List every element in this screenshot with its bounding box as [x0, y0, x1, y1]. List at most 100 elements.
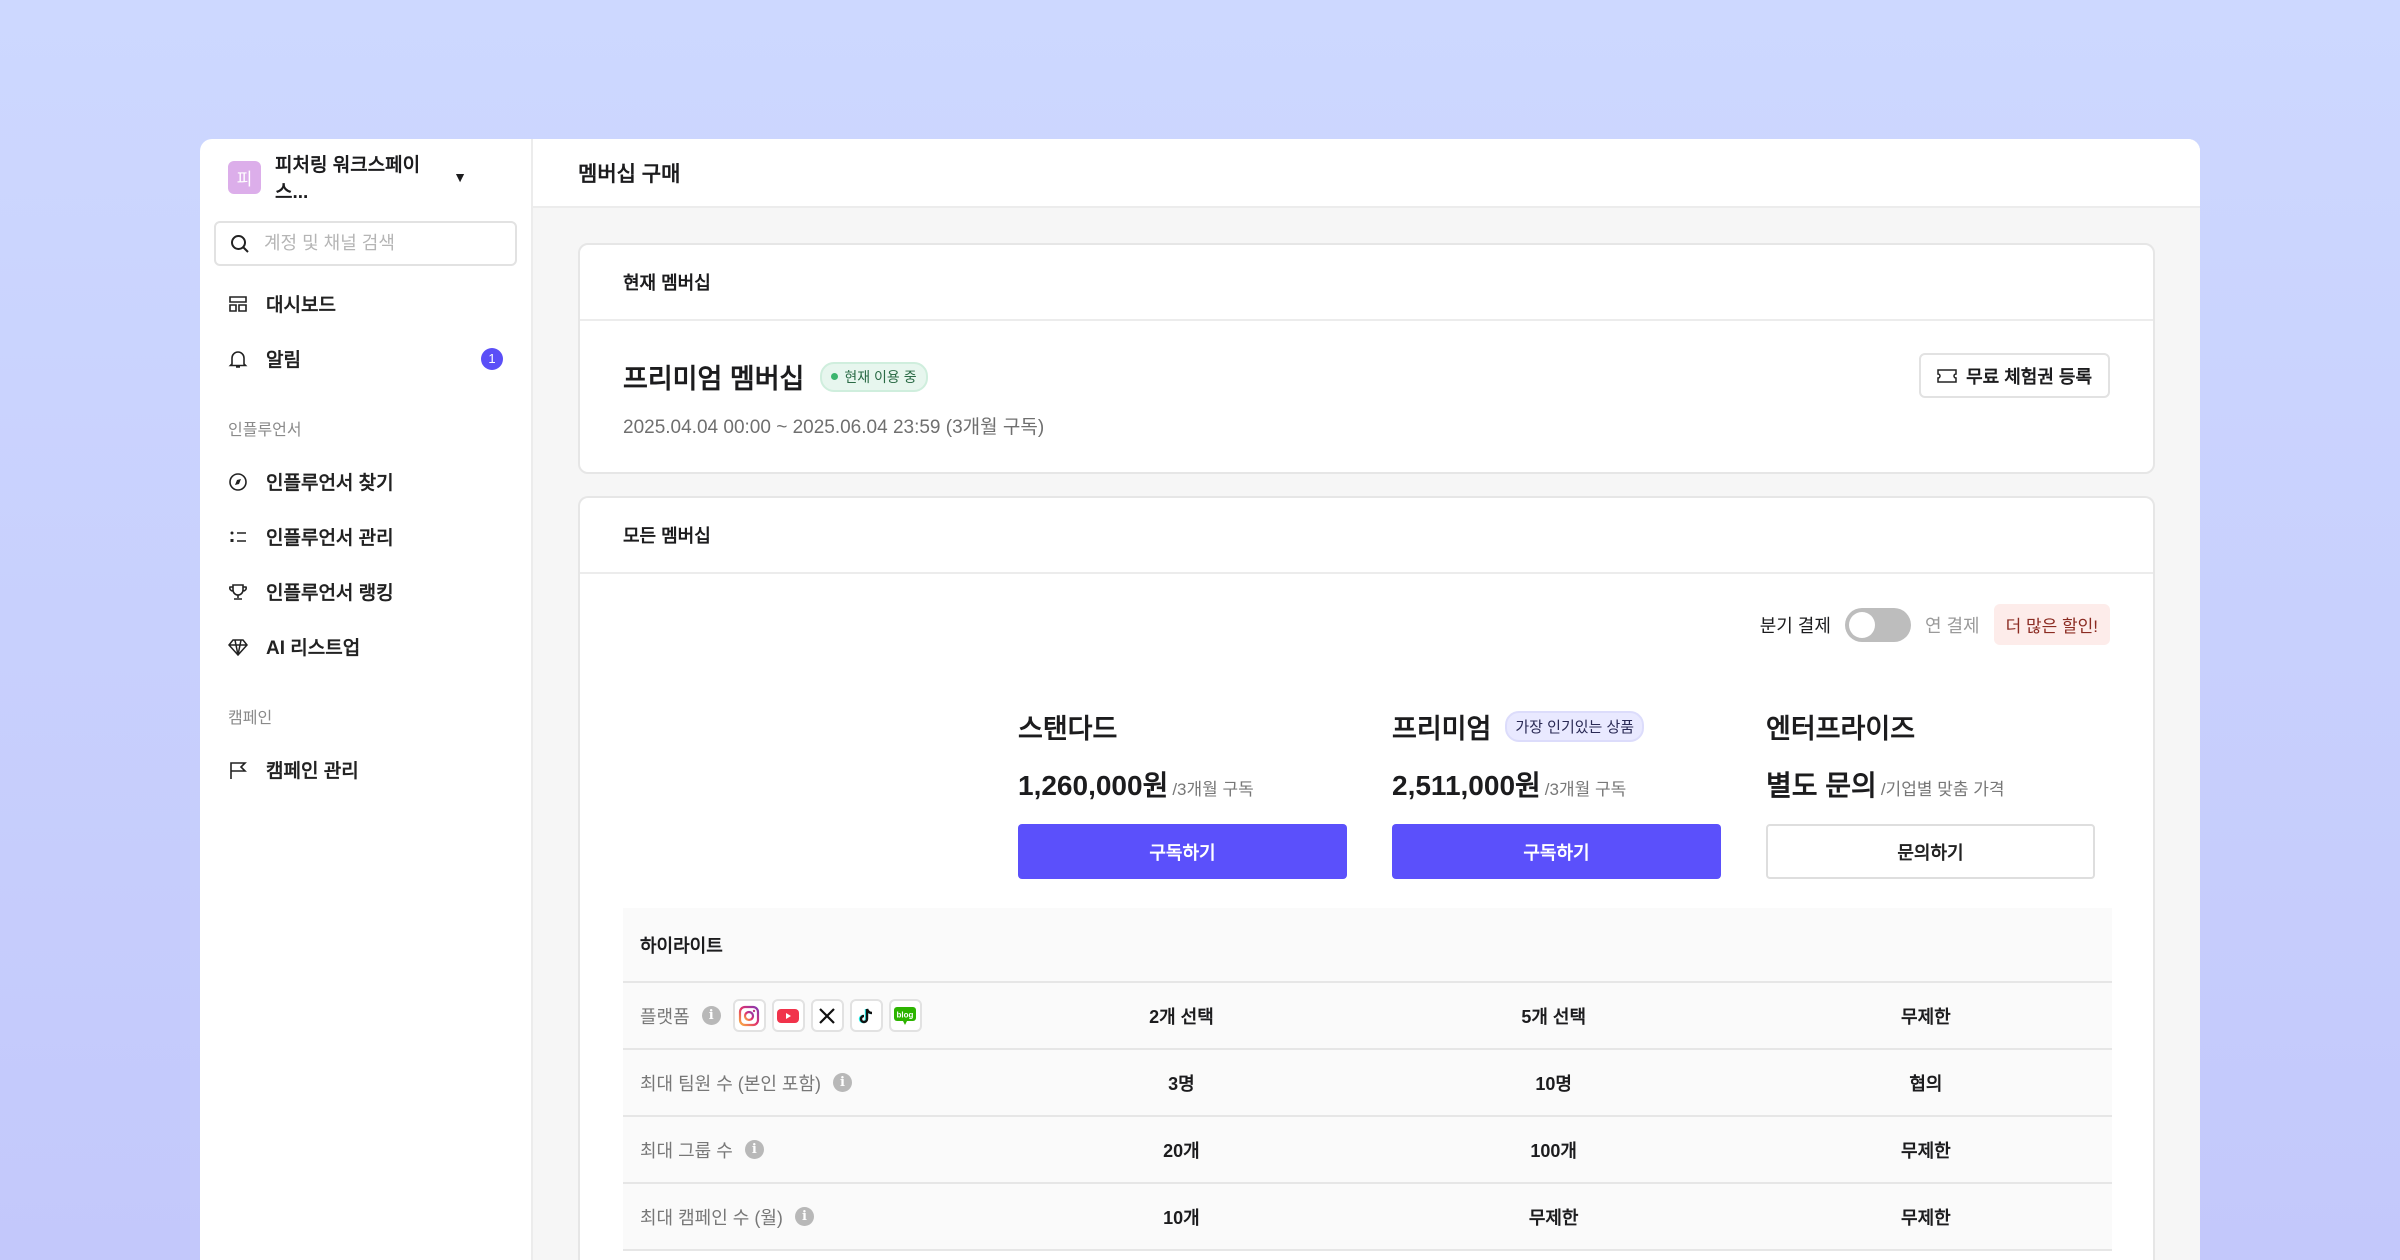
instagram-icon	[732, 999, 766, 1032]
feature-table: 하이라이트 플랫폼 i blog 2개 선택 5개 선택 무제한 최대 팀원 수 …	[623, 908, 2112, 1251]
button-label: 무료 체험권 등록	[1966, 366, 2092, 387]
sidebar-item-label: 인플루언서 찾기	[266, 473, 394, 494]
bell-icon	[228, 350, 248, 368]
dashboard-icon	[229, 295, 247, 312]
flag-icon	[230, 761, 247, 779]
blog-icon: blog	[888, 999, 922, 1032]
cell-enterprise: 무제한	[1901, 1207, 1951, 1228]
table-row: 최대 캠페인 수 (월) i 10개 무제한 무제한	[623, 1184, 2112, 1251]
x-icon	[810, 999, 844, 1032]
plan-price: 1,260,000원	[1018, 770, 1169, 801]
plan-price-unit: /3개월 구독	[1172, 780, 1254, 799]
sidebar-item-label: 인플루언서 랭킹	[266, 583, 394, 604]
cell-standard: 2개 선택	[1149, 1006, 1214, 1027]
cell-enterprise: 무제한	[1901, 1006, 1951, 1027]
current-plan-name: 프리미엄 멤버십	[623, 364, 805, 394]
cell-enterprise: 협의	[1909, 1073, 1943, 1094]
plan-name: 스탠다드	[1018, 713, 1118, 744]
search-box	[214, 221, 517, 266]
list-icon	[230, 531, 246, 542]
row-label: 최대 팀원 수 (본인 포함)	[640, 1073, 822, 1094]
plan-premium: 프리미엄 가장 인기있는 상품 2,511,000원/3개월 구독 구독하기	[1392, 708, 1721, 879]
platform-icons: blog	[732, 999, 922, 1032]
plan-name: 엔터프라이즈	[1766, 713, 1916, 744]
sidebar-item-label: 인플루언서 관리	[266, 528, 394, 549]
cell-standard: 3명	[1168, 1073, 1195, 1094]
sidebar-item-label: 대시보드	[266, 295, 336, 316]
youtube-icon	[771, 999, 805, 1032]
info-icon[interactable]: i	[744, 1140, 764, 1159]
ticket-icon	[1937, 368, 1957, 383]
sidebar-item-dashboard[interactable]: 대시보드	[214, 276, 517, 331]
discount-badge: 더 많은 할인!	[1993, 604, 2110, 645]
section-label-campaign: 캠페인	[228, 710, 273, 727]
cell-premium: 5개 선택	[1521, 1006, 1587, 1027]
table-heading: 하이라이트	[623, 908, 2112, 983]
plan-name: 프리미엄	[1392, 713, 1492, 744]
page-title: 멤버십 구매	[533, 139, 2200, 208]
card-heading: 현재 멤버십	[580, 245, 2153, 321]
subscribe-premium-button[interactable]: 구독하기	[1392, 824, 1721, 879]
contact-enterprise-button[interactable]: 문의하기	[1766, 824, 2095, 879]
svg-text:blog: blog	[897, 1010, 914, 1019]
membership-period: 2025.04.04 00:00 ~ 2025.06.04 23:59 (3개월…	[623, 417, 1045, 438]
plan-price: 2,511,000원	[1392, 770, 1541, 801]
sidebar-item-manage-influencer[interactable]: 인플루언서 관리	[214, 509, 517, 564]
table-row: 최대 그룹 수 i 20개 100개 무제한	[623, 1117, 2112, 1184]
workspace-avatar: 피	[228, 160, 261, 194]
current-membership-card: 현재 멤버십 프리미엄 멤버십 현재 이용 중 2025.04.04 00:00…	[578, 243, 2155, 474]
search-icon	[231, 234, 249, 253]
section-label-influencer: 인플루언서	[228, 422, 302, 439]
register-trial-button[interactable]: 무료 체험권 등록	[1919, 353, 2110, 398]
info-icon[interactable]: i	[701, 1006, 721, 1025]
cell-standard: 10개	[1163, 1207, 1200, 1228]
sidebar-item-notifications[interactable]: 알림 1	[214, 331, 517, 386]
plan-standard: 스탠다드 1,260,000원/3개월 구독 구독하기	[1018, 708, 1347, 879]
row-label: 최대 캠페인 수 (월)	[640, 1207, 783, 1228]
sidebar-item-label: 알림	[266, 350, 301, 371]
subscribe-standard-button[interactable]: 구독하기	[1018, 824, 1347, 879]
info-icon[interactable]: i	[794, 1207, 814, 1226]
cell-standard: 20개	[1163, 1140, 1200, 1161]
sidebar-item-label: AI 리스트업	[266, 638, 361, 659]
sidebar-item-campaign-manage[interactable]: 캠페인 관리	[214, 742, 517, 797]
compass-icon	[229, 472, 247, 491]
cell-enterprise: 무제한	[1901, 1140, 1951, 1161]
cell-premium: 100개	[1530, 1140, 1577, 1161]
diamond-icon	[228, 638, 248, 656]
cell-premium: 무제한	[1528, 1207, 1579, 1228]
info-icon[interactable]: i	[833, 1073, 853, 1092]
workspace-name: 피처링 워크스페이스...	[275, 155, 421, 203]
chevron-down-icon: ▼	[453, 169, 467, 185]
billing-quarterly-label: 분기 결제	[1759, 615, 1831, 636]
sidebar-item-find-influencer[interactable]: 인플루언서 찾기	[214, 454, 517, 509]
main-content: 멤버십 구매 현재 멤버십 프리미엄 멤버십 현재 이용 중 2025.04.0…	[533, 139, 2200, 1260]
card-heading: 모든 멤버십	[580, 498, 2153, 574]
row-label: 최대 그룹 수	[640, 1140, 733, 1161]
billing-toggle-group: 분기 결제 연 결제 더 많은 할인!	[1760, 604, 2110, 645]
sidebar-item-label: 캠페인 관리	[266, 761, 359, 782]
plan-price-unit: /3개월 구독	[1544, 780, 1627, 799]
row-label: 플랫폼	[640, 1006, 690, 1027]
status-dot-icon	[831, 373, 839, 380]
plan-price: 별도 문의	[1766, 770, 1877, 801]
app-window: 피 피처링 워크스페이스... ▼ 대시보드 알림 1 인플루언서 인플루언서 …	[200, 139, 2200, 1260]
all-memberships-card: 모든 멤버십 분기 결제 연 결제 더 많은 할인! 스탠다드 1,260,00…	[578, 496, 2155, 1260]
billing-period-toggle[interactable]	[1844, 607, 1911, 642]
popular-badge: 가장 인기있는 상품	[1505, 710, 1645, 742]
notification-badge: 1	[481, 347, 503, 370]
sidebar-item-influencer-ranking[interactable]: 인플루언서 랭킹	[214, 564, 517, 619]
status-text: 현재 이용 중	[844, 368, 917, 385]
plan-price-unit: /기업별 맞춤 가격	[1880, 780, 2005, 799]
search-input[interactable]	[264, 233, 484, 254]
tiktok-icon	[849, 999, 883, 1032]
sidebar: 피 피처링 워크스페이스... ▼ 대시보드 알림 1 인플루언서 인플루언서 …	[200, 139, 533, 1260]
workspace-switcher[interactable]: 피 피처링 워크스페이스... ▼	[214, 155, 517, 203]
plan-enterprise: 엔터프라이즈 별도 문의/기업별 맞춤 가격 문의하기	[1766, 708, 2095, 879]
billing-annual-label: 연 결제	[1924, 615, 1980, 636]
table-row: 최대 팀원 수 (본인 포함) i 3명 10명 협의	[623, 1050, 2112, 1117]
cell-premium: 10명	[1535, 1073, 1572, 1094]
sidebar-item-ai-listup[interactable]: AI 리스트업	[214, 619, 517, 674]
table-row: 플랫폼 i blog 2개 선택 5개 선택 무제한	[623, 983, 2112, 1050]
trophy-icon	[229, 583, 247, 600]
